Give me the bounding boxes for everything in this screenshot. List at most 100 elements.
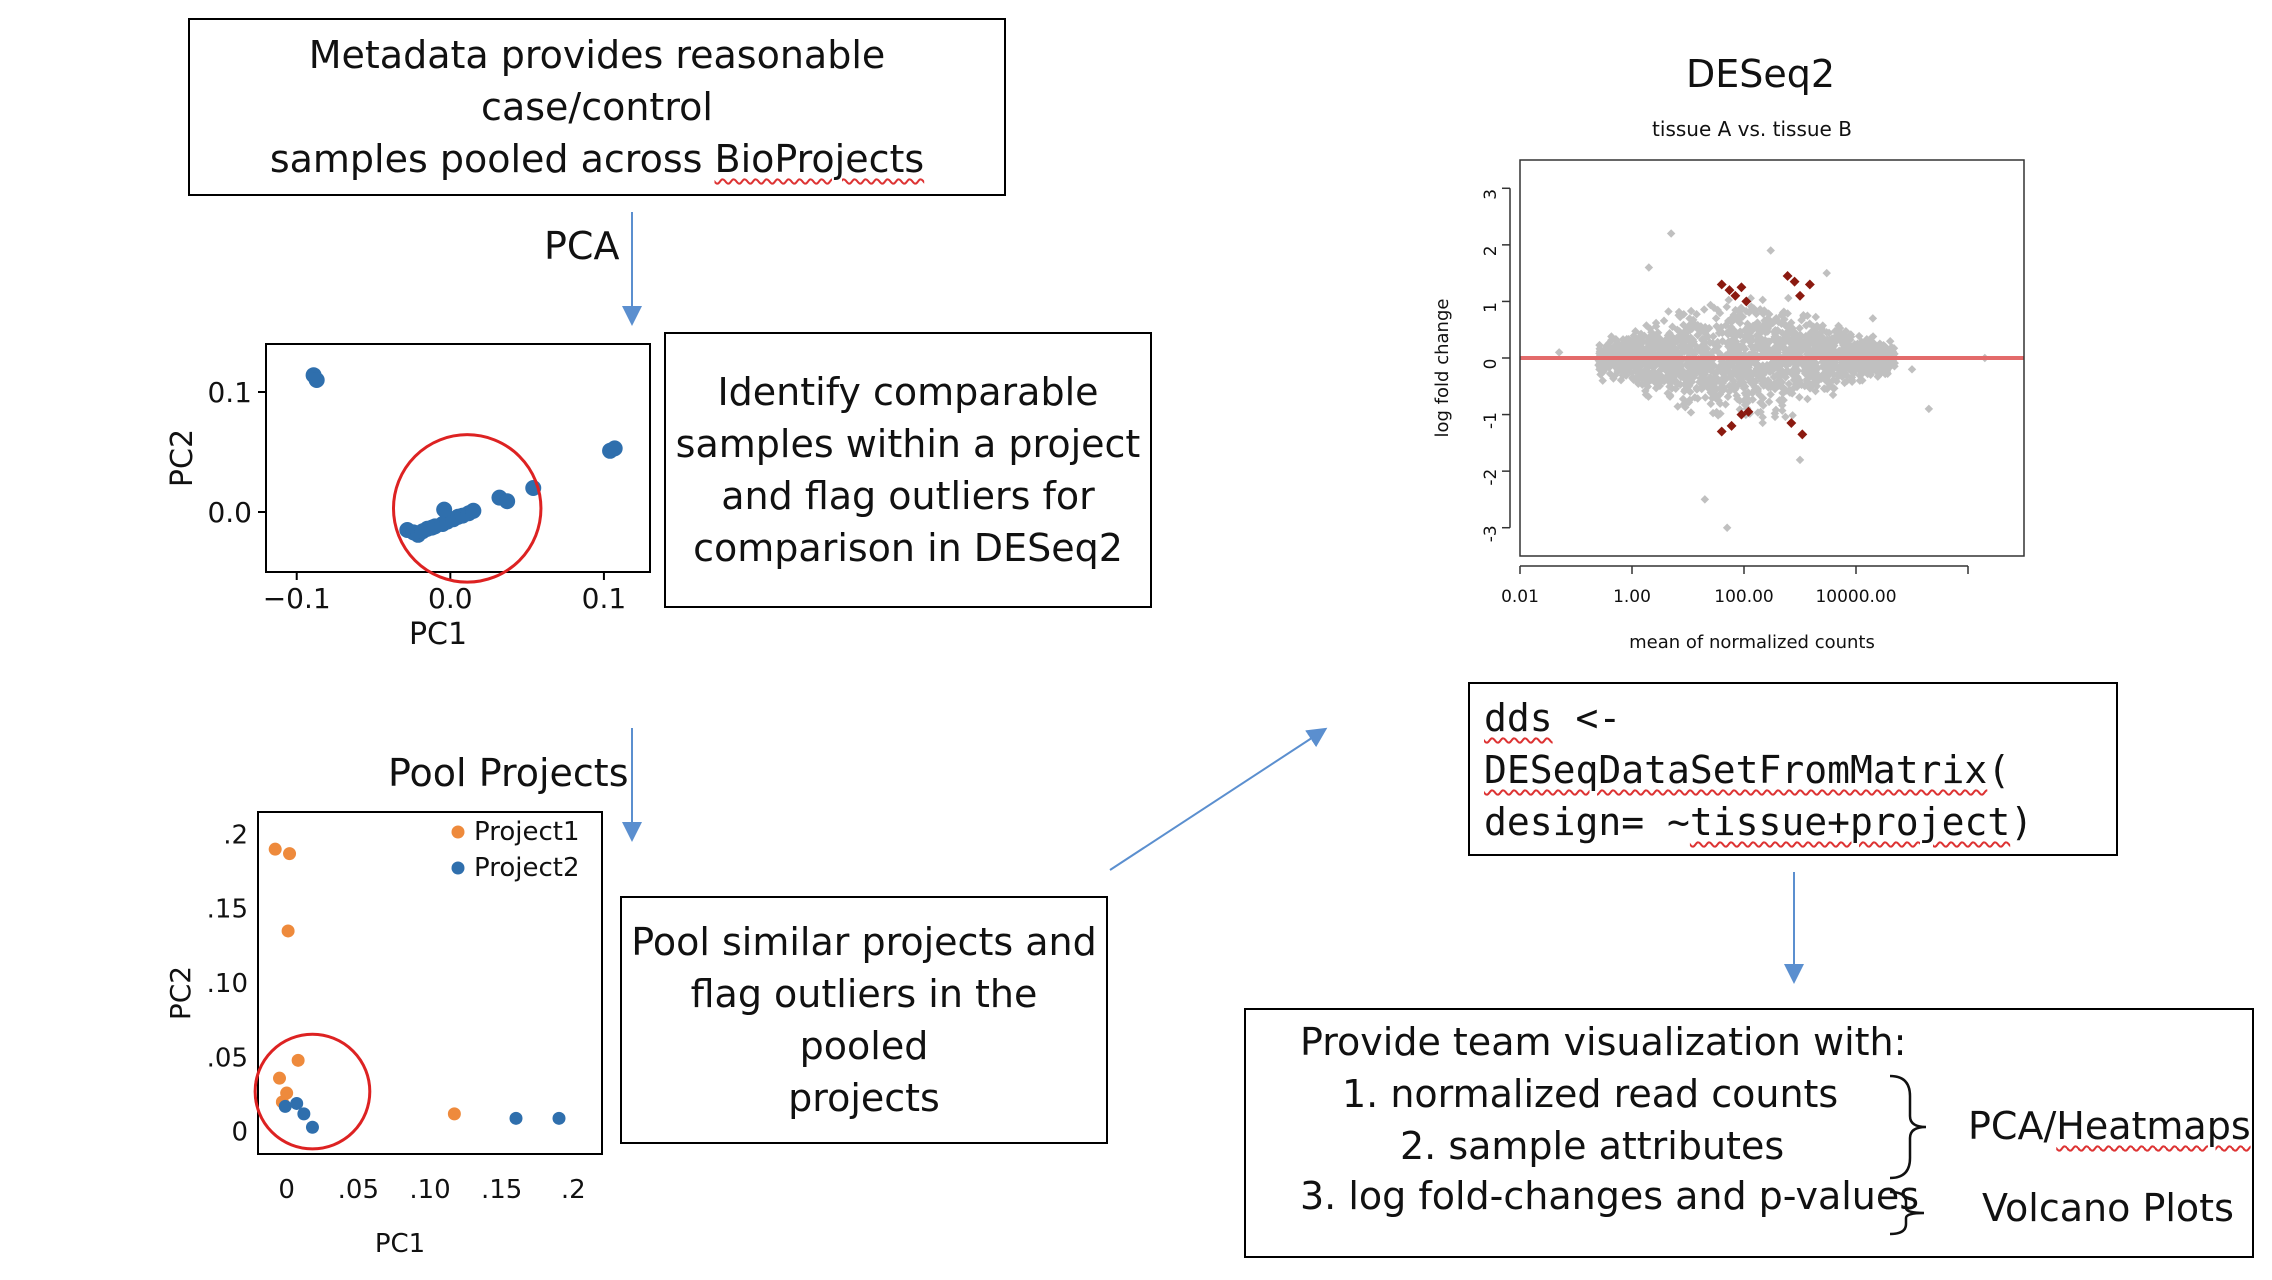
gene-point [1726,336,1736,346]
x-tick-label: .05 [338,1175,379,1205]
gene-point [1811,312,1821,322]
ma-plot-chart: tissue A vs. tissue B 0.01 1.00 100.00 10000… [1432,117,2025,653]
x-tick-label: 100.00 [1714,587,1773,607]
x-tick-label: 0 [278,1175,295,1205]
gene-point [1719,358,1728,368]
data-point [273,1071,286,1085]
gene-point [1826,380,1835,390]
gene-point [1788,411,1797,420]
gene-point [1685,395,1695,405]
y-tick-label: -2 [1481,469,1501,486]
data-point [499,493,516,510]
y-tick-label: .15 [207,895,248,925]
identify-line-1: Identify comparable [717,370,1099,414]
code-line-3: design= ~tissue+project) [1484,800,2034,844]
identify-line-3: and flag outliers for [721,474,1095,518]
gene-point [1654,337,1663,346]
gene-point [1795,455,1805,465]
identify-box: Identify comparable samples within a pro… [664,332,1152,608]
highlight-circle [253,1032,372,1151]
pooled-scatter-chart: 0 .05 .10 .15 .2 0 .05 .10 .15 .2 PC1 PC2 Project1 Pr… [164,811,603,1259]
gene-point [1841,331,1850,341]
gene-point [1663,371,1672,380]
gene-point [1693,330,1702,340]
x-tick-label: .2 [561,1175,586,1205]
significant-gene-point [1786,418,1797,429]
plot-frame [257,811,603,1155]
gene-point [1659,316,1669,326]
gene-point [1618,339,1627,349]
significant-gene-point [1804,279,1815,290]
y-axis-label: log fold change [1432,299,1453,438]
gene-point [1846,332,1856,341]
code-line-1: dds <- [1484,696,1622,740]
viz-item-2: 2. sample attributes [1400,1124,1785,1168]
heatmaps-word: Heatmaps [2056,1104,2251,1148]
gene-point [1744,363,1754,372]
gene-point [1715,399,1725,408]
gene-point [1789,369,1799,379]
gene-point [1554,348,1564,357]
gene-point [1715,390,1725,399]
gene-point [1601,342,1611,351]
gene-point [1847,377,1857,386]
pool-box: Pool similar projects and flag outliers … [620,896,1108,1144]
chart-title: tissue A vs. tissue B [1652,117,1852,141]
pool-step-label: Pool Projects [388,751,629,795]
gene-point [1716,322,1726,332]
y-axis-label: PC2 [164,966,197,1020]
gene-point [1782,358,1791,367]
gene-point [1822,268,1831,278]
gene-point [1666,229,1676,238]
gene-point [1784,379,1794,389]
identify-line-2: samples within a project [675,422,1141,466]
gene-cloud [1594,293,1899,428]
highlight-circle [391,433,543,584]
gene-point [1644,342,1653,351]
gene-point [1748,388,1757,398]
y-tick-label: 2 [1481,245,1501,256]
y-tick-label: -1 [1481,412,1501,429]
plot-frame [265,343,651,573]
gene-point [1781,373,1790,382]
gene-point [1706,399,1716,409]
gene-point [1723,316,1733,326]
gene-point [1766,320,1775,330]
gene-point [1794,341,1804,350]
gene-point [1818,321,1827,330]
gene-point [1764,397,1774,407]
gene-point [1686,333,1695,342]
data-point [297,1107,311,1121]
data-point [291,1053,305,1067]
y-tick-label: -3 [1481,525,1501,542]
legend-marker [451,825,465,839]
data-point [606,440,623,457]
viz-group-1: PCA/Heatmaps [1968,1104,2251,1148]
data-point [290,1096,304,1110]
gene-point [1639,367,1649,376]
gene-point [1670,360,1680,370]
data-point [308,372,325,388]
gene-point [1805,319,1814,328]
gene-point [1766,246,1775,255]
gene-point [1709,332,1718,341]
gene-point [1653,376,1662,385]
gene-point [1723,330,1733,339]
gene-point [1705,338,1715,347]
data-point [305,1120,319,1134]
x-axis-label: mean of normalized counts [1629,632,1875,653]
identify-line-4: comparison in DESeq2 [693,526,1123,570]
gene-point [1690,371,1699,380]
gene-point [1889,344,1899,353]
metadata-line-1: Metadata provides reasonable case/contro… [308,33,886,129]
gene-point [1732,391,1741,400]
significant-gene-point [1782,271,1793,281]
data-point [283,847,297,861]
y-tick-label: .10 [207,969,248,999]
x-tick-label: 0.0 [428,582,473,615]
gene-point [1753,318,1762,328]
data-point [552,1111,566,1125]
gene-point [1834,346,1844,356]
pool-line-1: Pool similar projects and [631,920,1097,964]
data-point [436,501,453,518]
